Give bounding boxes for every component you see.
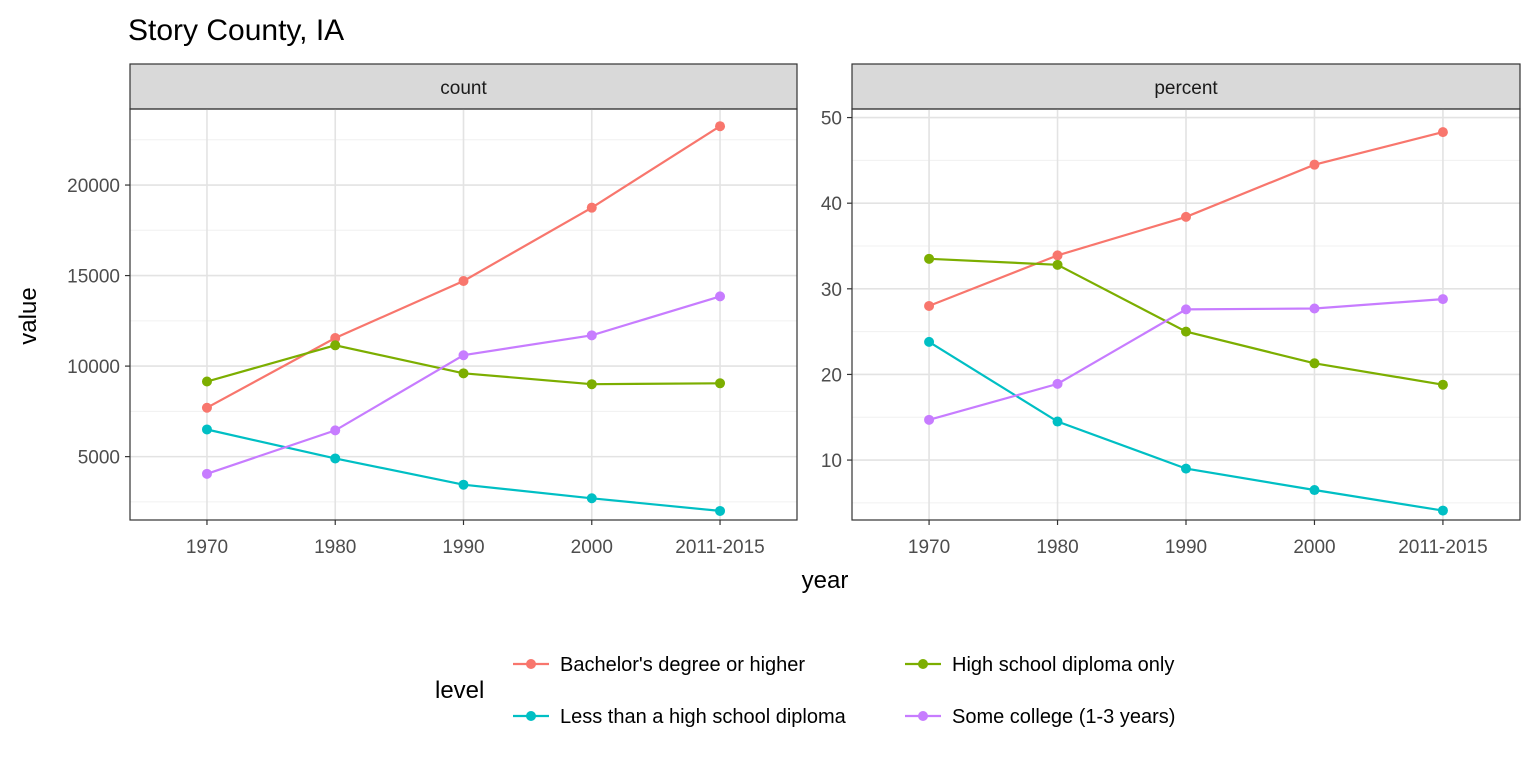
panel-percent: percent 10 20 30 40 50 1970 1980 1990 2000 2011-20… [821,63,1521,558]
x-tick-label: 2000 [571,537,613,558]
y-tick-label: 20 [821,365,842,386]
data-point [1437,294,1448,305]
facet-strip-label: count [440,78,487,99]
data-point [1437,127,1448,138]
data-point [715,291,726,302]
data-point [201,468,212,479]
data-point [1309,485,1320,496]
data-point [330,425,341,436]
data-point [586,330,597,341]
panel-count: count 5000 10000 15000 20000 1970 1980 1990 2000… [67,63,798,558]
data-point [330,340,341,351]
data-point [201,424,212,435]
data-point [458,276,469,287]
y-tick-label: 50 [821,109,842,130]
facet-strip-label: percent [1154,78,1218,99]
x-tick-label: 1980 [314,537,356,558]
data-point [201,376,212,387]
legend-item-label: Some college (1-3 years) [952,706,1175,728]
legend-key-point [918,659,928,669]
data-point [715,378,726,389]
x-tick-label: 1980 [1036,537,1078,558]
data-point [330,333,341,344]
y-tick-label: 20000 [67,176,120,197]
data-point [924,336,935,347]
x-tick-label: 2011-2015 [675,537,764,558]
legend-key-point [918,711,928,721]
x-tick-label: 2000 [1293,537,1335,558]
data-point [458,368,469,379]
data-point [586,379,597,390]
data-point [715,505,726,516]
x-tick-label: 1970 [908,537,950,558]
data-point [1052,250,1063,261]
y-tick-label: 10 [821,451,842,472]
x-tick-label: 2011-2015 [1398,537,1487,558]
data-point [330,453,341,464]
data-point [458,479,469,490]
data-point [1437,505,1448,516]
data-point [924,253,935,264]
data-point [201,402,212,413]
legend-item-label: High school diploma only [952,654,1174,676]
data-point [715,121,726,132]
data-point [1052,416,1063,427]
legend: level Bachelor's degree or higher High sc… [435,654,1175,728]
data-point [1309,358,1320,369]
y-tick-label: 40 [821,194,842,215]
legend-item-label: Less than a high school diploma [560,706,847,728]
data-point [924,414,935,425]
legend-key-point [526,659,536,669]
data-point [1309,303,1320,314]
y-tick-label: 10000 [67,357,120,378]
data-point [1052,259,1063,270]
facet-strip [851,63,1521,110]
chart-title: Story County, IA [128,14,344,47]
data-point [458,350,469,361]
facet-strip [129,63,798,110]
data-point [1437,379,1448,390]
legend-title: level [435,677,484,704]
legend-key-point [526,711,536,721]
x-tick-label: 1970 [186,537,228,558]
x-axis-title: year [802,567,849,594]
data-point [586,493,597,504]
data-point [1181,463,1191,474]
data-point [1181,304,1191,315]
x-tick-label: 1990 [442,537,484,558]
data-point [1309,159,1320,170]
data-point [1181,326,1191,337]
data-point [1181,211,1191,222]
legend-item-label: Bachelor's degree or higher [560,654,805,676]
y-axis-title: value [15,287,42,344]
y-tick-label: 15000 [67,267,120,288]
x-tick-label: 1990 [1165,537,1207,558]
data-point [586,202,597,213]
y-tick-label: 5000 [78,448,120,469]
data-point [924,300,935,311]
data-point [1052,378,1063,389]
y-tick-label: 30 [821,280,842,301]
